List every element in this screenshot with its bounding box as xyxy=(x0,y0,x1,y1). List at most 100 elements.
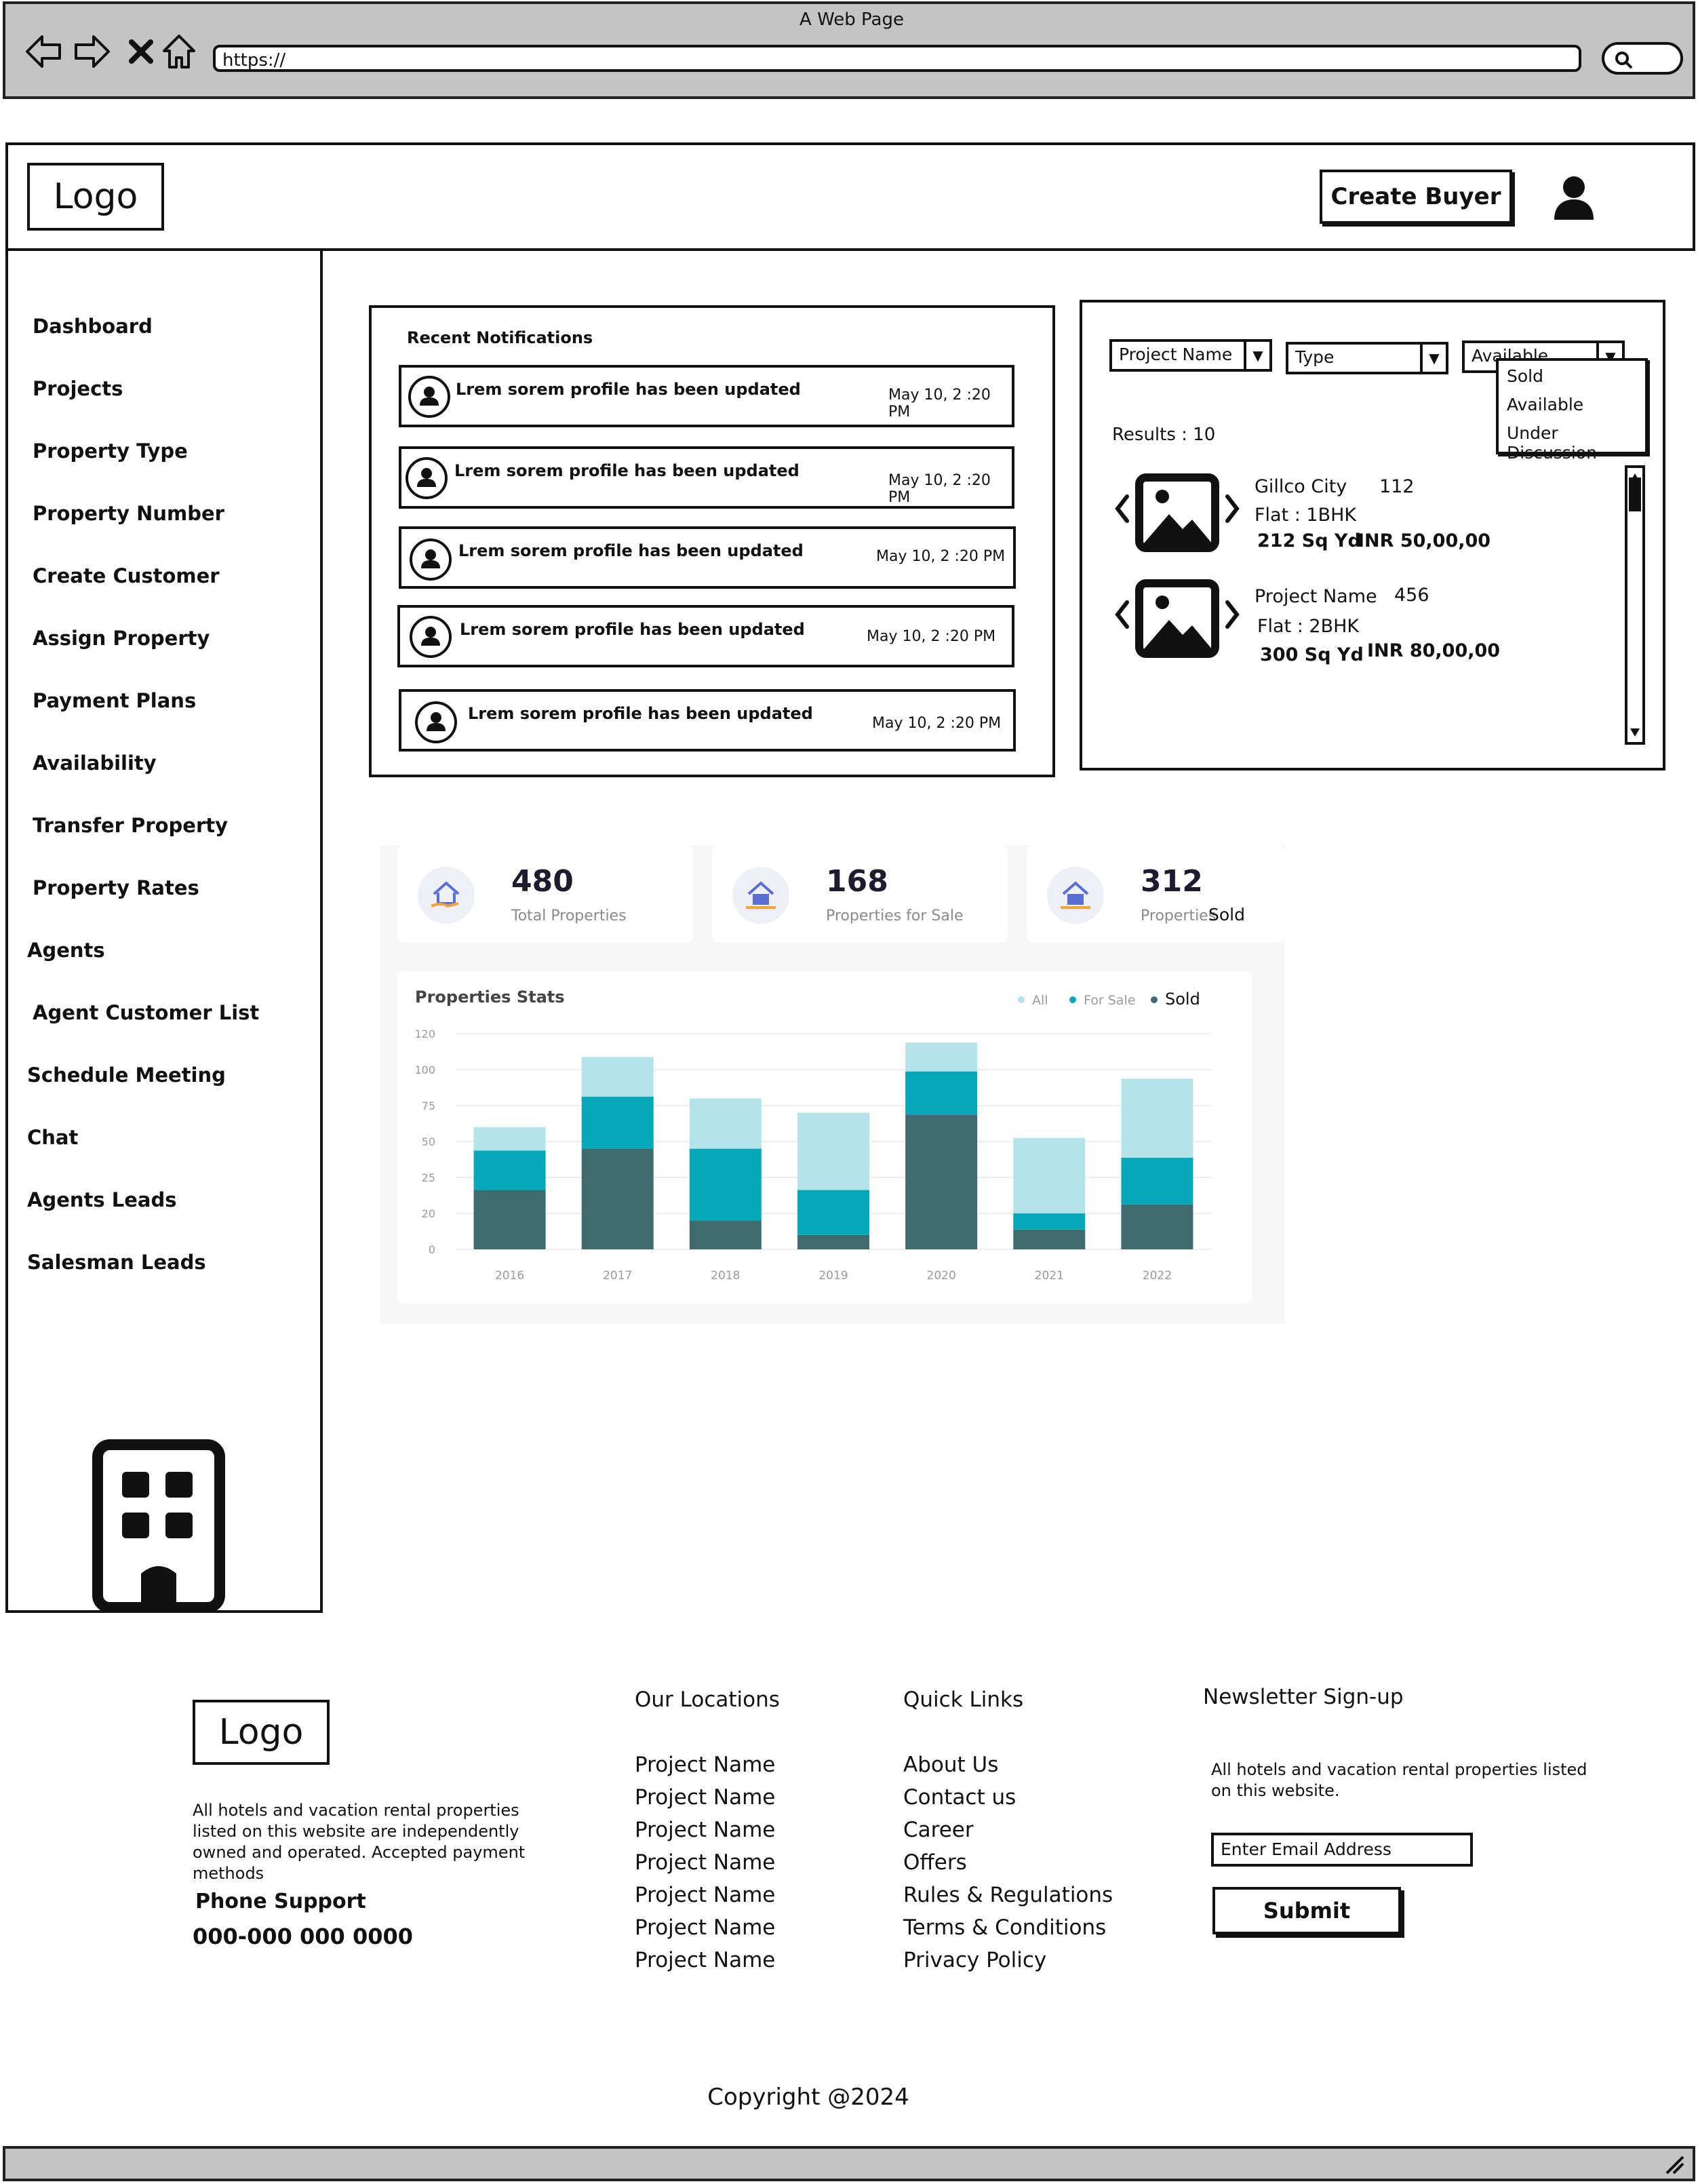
quick-link-privacy[interactable]: Privacy Policy xyxy=(903,1948,1047,1972)
bar-segment xyxy=(473,1150,546,1190)
legend-label: Sold xyxy=(1165,990,1200,1009)
location-link[interactable]: Project Name xyxy=(635,1818,776,1842)
sidebar-item-projects[interactable]: Projects xyxy=(33,377,123,400)
location-link[interactable]: Project Name xyxy=(635,1753,776,1777)
results-count: Results : 10 xyxy=(1112,425,1216,445)
sidebar-item-assign-property[interactable]: Assign Property xyxy=(33,627,210,650)
bar-segment xyxy=(1121,1078,1193,1158)
home-icon[interactable] xyxy=(159,30,199,73)
phone-support-label: Phone Support xyxy=(195,1890,366,1913)
bar-segment xyxy=(905,1114,978,1249)
y-tick-label: 20 xyxy=(422,1207,435,1220)
footer-description: All hotels and vacation rental propertie… xyxy=(193,1801,526,1883)
back-arrow-icon[interactable] xyxy=(23,30,64,73)
sidebar-item-property-type[interactable]: Property Type xyxy=(33,440,188,463)
sidebar-item-dashboard[interactable]: Dashboard xyxy=(33,315,153,338)
submit-button[interactable]: Submit xyxy=(1212,1887,1401,1934)
sidebar-item-agents-leads[interactable]: Agents Leads xyxy=(27,1188,177,1211)
notification-item[interactable]: Lrem sorem profile has been updated May … xyxy=(399,365,1014,427)
user-profile-icon[interactable] xyxy=(1553,175,1595,221)
notification-item[interactable]: Lrem sorem profile has been updated May … xyxy=(397,605,1014,667)
x-tick-label: 2020 xyxy=(927,1269,956,1283)
bar-segment xyxy=(689,1220,762,1249)
scroll-down-icon[interactable] xyxy=(1627,722,1642,742)
sidebar-item-transfer-property[interactable]: Transfer Property xyxy=(33,814,229,837)
resize-grip-icon[interactable] xyxy=(1663,2153,1686,2176)
bar-segment xyxy=(905,1042,978,1072)
chart-svg: Properties Stats 120 100 75 50 25 20 0 All For Sa… xyxy=(414,988,1211,1283)
sidebar-item-agents[interactable]: Agents xyxy=(27,939,105,962)
project-name-value: Project Name xyxy=(1119,345,1233,364)
sidebar-item-availability[interactable]: Availability xyxy=(33,752,157,775)
stat-label: Properties xyxy=(1141,908,1217,924)
sidebar-item-property-number[interactable]: Property Number xyxy=(33,502,224,525)
stat-card-for-sale: 168 Properties for Sale xyxy=(712,845,1008,943)
menu-item-available[interactable]: Available xyxy=(1507,395,1584,414)
result-image-carousel[interactable] xyxy=(1112,578,1242,659)
notification-text: Lrem sorem profile has been updated xyxy=(460,620,805,639)
sidebar-item-chat[interactable]: Chat xyxy=(27,1126,79,1149)
menu-item-under-discussion[interactable]: Under Discussion xyxy=(1507,423,1597,463)
stat-card-sold: 312 Properties Sold xyxy=(1027,845,1284,943)
bar-segment xyxy=(1013,1213,1086,1230)
forward-arrow-icon[interactable] xyxy=(72,30,113,73)
copyright: Copyright @2024 xyxy=(707,2084,909,2111)
bar-segment xyxy=(689,1148,762,1221)
y-tick-label: 0 xyxy=(429,1243,435,1256)
sidebar-item-property-rates[interactable]: Property Rates xyxy=(33,876,199,899)
avatar-icon xyxy=(415,701,457,743)
notification-item[interactable]: Lrem sorem profile has been updated May … xyxy=(399,689,1016,752)
notification-item[interactable]: Lrem sorem profile has been updated May … xyxy=(399,446,1014,509)
close-icon[interactable] xyxy=(121,30,161,73)
bar-segment xyxy=(1121,1157,1193,1205)
location-link[interactable]: Project Name xyxy=(635,1948,776,1972)
stat-value: 480 xyxy=(511,864,574,899)
notification-text: Lrem sorem profile has been updated xyxy=(454,461,799,480)
location-link[interactable]: Project Name xyxy=(635,1915,776,1940)
quick-link-terms[interactable]: Terms & Conditions xyxy=(903,1915,1107,1940)
stat-value: 168 xyxy=(826,864,888,899)
email-input[interactable]: Enter Email Address xyxy=(1211,1833,1473,1867)
url-text: https:// xyxy=(222,50,286,71)
quick-link-contact-us[interactable]: Contact us xyxy=(903,1785,1016,1810)
result-name[interactable]: Gillco City xyxy=(1255,476,1347,497)
result-price: INR 50,00,00 xyxy=(1358,530,1491,551)
type-dropdown[interactable]: Type ▼ xyxy=(1286,342,1448,374)
quick-link-career[interactable]: Career xyxy=(903,1818,974,1842)
scrollbar-thumb[interactable] xyxy=(1629,477,1641,511)
house-sale-icon xyxy=(732,867,789,924)
location-link[interactable]: Project Name xyxy=(635,1785,776,1810)
result-name[interactable]: Project Name xyxy=(1255,586,1377,607)
sidebar-item-schedule-meeting[interactable]: Schedule Meeting xyxy=(27,1064,226,1087)
bar-segment xyxy=(689,1098,762,1149)
chevron-down-icon: ▼ xyxy=(1244,342,1269,369)
chart-title: Properties Stats xyxy=(415,988,565,1007)
x-tick-label: 2019 xyxy=(818,1269,848,1283)
footer-logo[interactable]: Logo xyxy=(193,1700,330,1765)
browser-search[interactable] xyxy=(1602,42,1683,75)
create-buyer-button[interactable]: Create Buyer xyxy=(1320,170,1512,224)
y-tick-label: 25 xyxy=(422,1171,435,1184)
stat-value: 312 xyxy=(1141,864,1203,899)
bar-segment xyxy=(905,1071,978,1115)
notification-item[interactable]: Lrem sorem profile has been updated May … xyxy=(399,526,1016,589)
result-area: 300 Sq Yd xyxy=(1260,644,1364,665)
menu-item-sold[interactable]: Sold xyxy=(1507,366,1543,386)
quick-link-offers[interactable]: Offers xyxy=(903,1850,967,1875)
address-bar[interactable]: https:// xyxy=(213,45,1581,72)
sidebar-item-payment-plans[interactable]: Payment Plans xyxy=(33,689,197,712)
x-tick-label: 2021 xyxy=(1035,1269,1064,1283)
quick-link-rules[interactable]: Rules & Regulations xyxy=(903,1883,1113,1907)
notifications-panel xyxy=(369,305,1055,777)
sidebar-item-salesman-leads[interactable]: Salesman Leads xyxy=(27,1251,206,1274)
project-name-dropdown[interactable]: Project Name ▼ xyxy=(1109,339,1272,372)
quick-link-about-us[interactable]: About Us xyxy=(903,1753,999,1777)
location-link[interactable]: Project Name xyxy=(635,1883,776,1907)
results-scrollbar[interactable] xyxy=(1625,465,1645,745)
result-number: 456 xyxy=(1394,585,1429,606)
sidebar-item-create-customer[interactable]: Create Customer xyxy=(33,564,220,587)
header-logo[interactable]: Logo xyxy=(27,163,164,231)
result-image-carousel[interactable] xyxy=(1112,472,1242,553)
sidebar-item-agent-customer-list[interactable]: Agent Customer List xyxy=(33,1001,260,1024)
location-link[interactable]: Project Name xyxy=(635,1850,776,1875)
